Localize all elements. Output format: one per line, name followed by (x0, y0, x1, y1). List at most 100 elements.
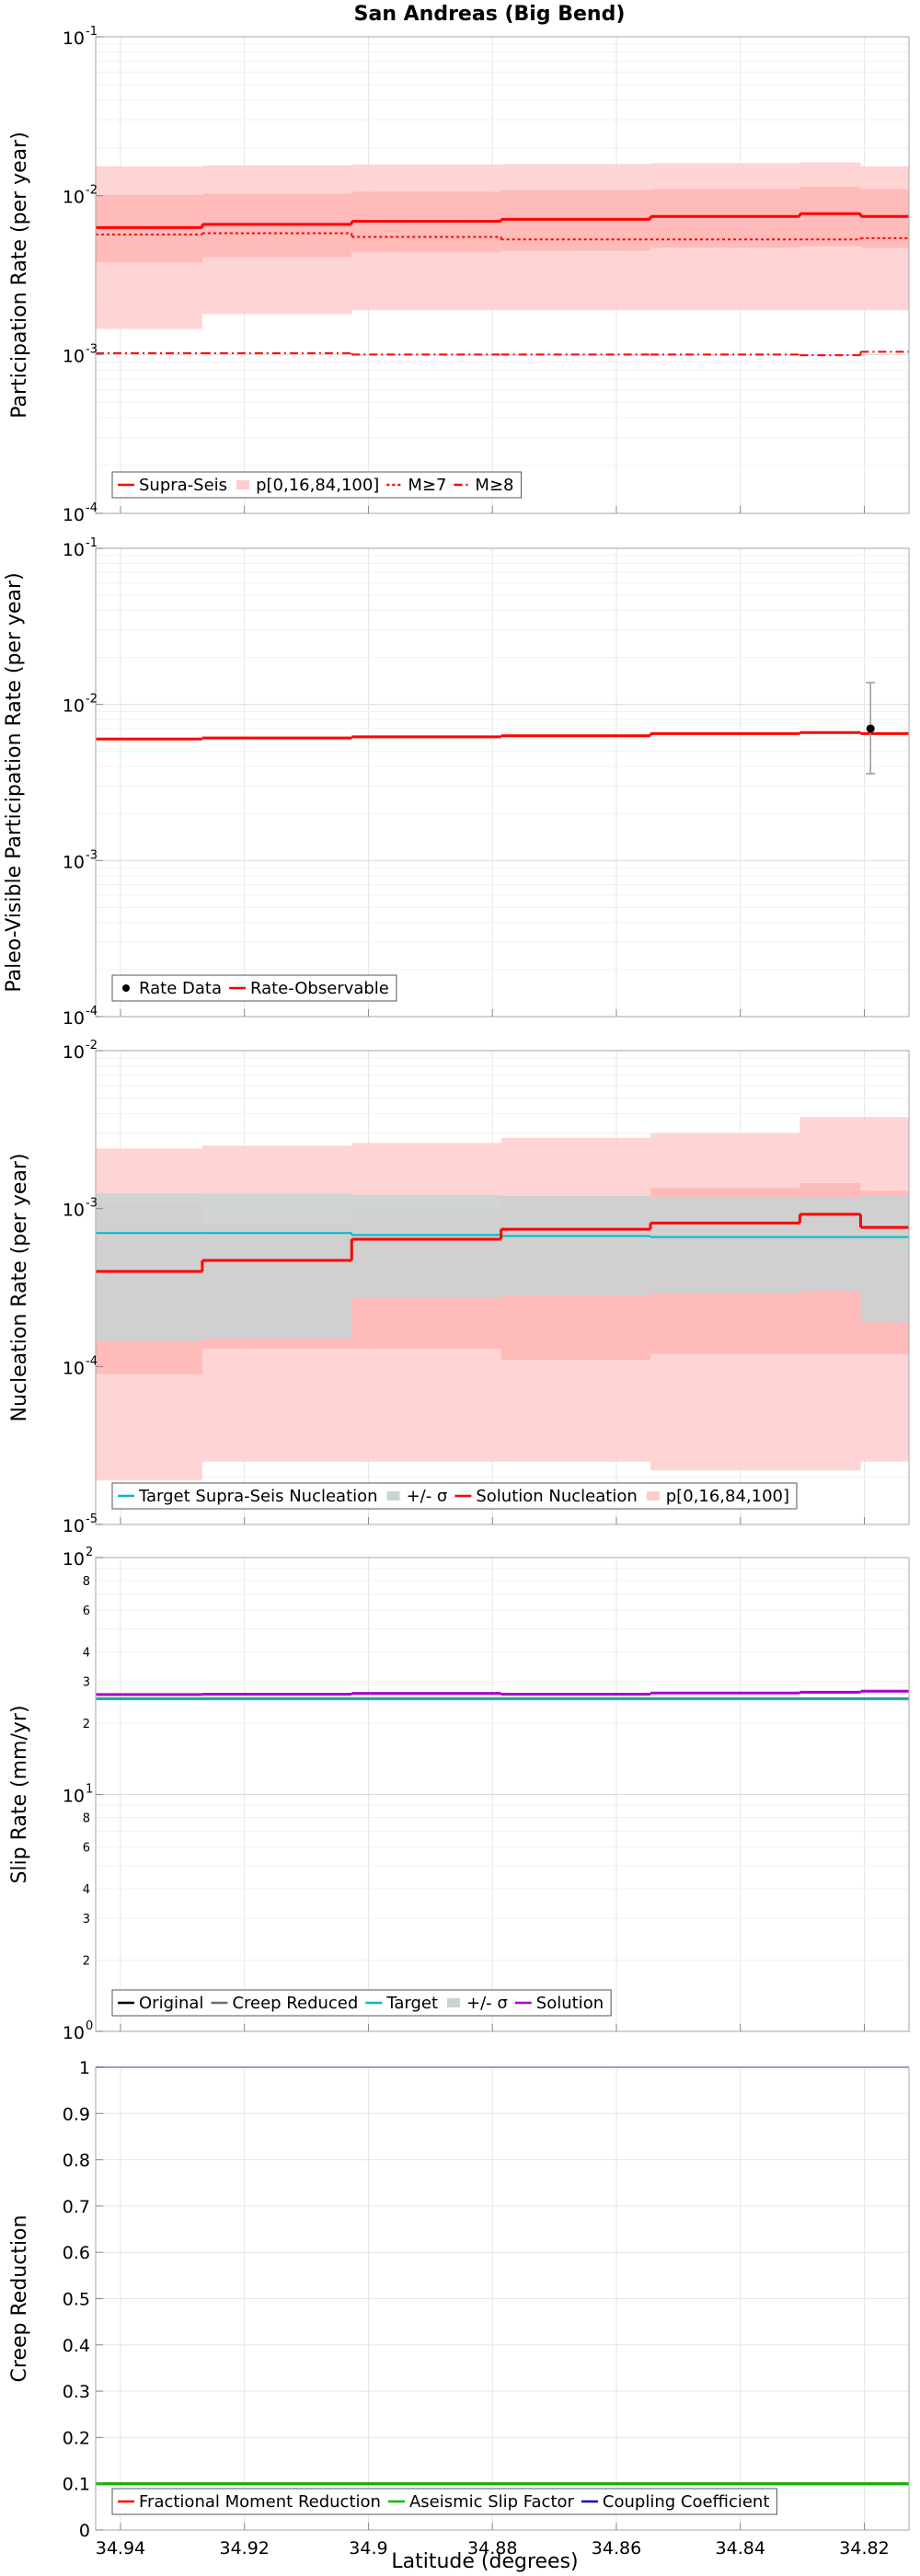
y-tick-exponent: -3 (86, 1197, 98, 1211)
legend-label: Rate Data (139, 979, 222, 998)
x-tick-label: 34.86 (592, 2538, 641, 2559)
y-tick-exponent: -2 (86, 184, 98, 198)
y-tick-label: 10 (63, 2023, 85, 2043)
y-tick-label: 0.2 (63, 2428, 90, 2448)
grid (96, 548, 909, 1018)
legend-label: Coupling Coefficient (603, 2492, 769, 2512)
legend-label: Fractional Moment Reduction (139, 2492, 381, 2512)
legend-swatch (386, 1491, 400, 1501)
plot-area (96, 548, 909, 1017)
y-tick-exponent: -1 (86, 536, 98, 550)
y-tick-exponent: -1 (86, 25, 98, 39)
x-axis-label: Latitude (degrees) (391, 2550, 578, 2573)
y-minor-tick-label: 3 (83, 1913, 90, 1926)
y-tick-label: 0.4 (63, 2336, 90, 2356)
legend: Supra-Seis p[0,16,84,100] M≥7 M≥8 (111, 471, 522, 499)
legend: Original Creep Reduced Target +/- σ Solution (111, 1989, 612, 2017)
sigma-band (96, 1193, 202, 1341)
legend-swatch (122, 984, 130, 992)
y-tick-label: 0.8 (63, 2151, 90, 2171)
y-tick-label: 10 (63, 1358, 85, 1378)
y-tick-exponent: -3 (86, 342, 98, 356)
y-tick-exponent: -4 (86, 501, 98, 515)
y-tick-label: 0.1 (63, 2475, 90, 2495)
x-tick-label: 34.92 (220, 2538, 270, 2559)
y-tick-exponent: -2 (86, 1039, 98, 1052)
y-tick-label: 10 (63, 346, 85, 366)
x-tick-label: 34.88 (467, 2538, 517, 2559)
legend-label: M≥8 (475, 476, 513, 495)
y-tick-label: 10 (63, 1042, 85, 1063)
legend: Fractional Moment Reduction Aseismic Slip… (111, 2488, 777, 2515)
rate-data-point (866, 724, 875, 733)
plot-border (95, 547, 910, 1018)
y-tick-exponent: 1 (86, 1783, 93, 1797)
legend-label: p[0,16,84,100] (666, 1487, 789, 1506)
legend-label: Aseismic Slip Factor (409, 2492, 575, 2512)
y-tick-label: 10 (63, 29, 85, 49)
y-axis-label: Participation Rate (per year) (8, 132, 31, 419)
y-tick-label: 10 (63, 188, 85, 208)
sigma-band (500, 1196, 651, 1296)
legend-box (111, 2488, 777, 2515)
y-tick-label: 10 (63, 696, 85, 717)
band-p16-p84 (650, 189, 800, 248)
y-minor-tick-label: 8 (83, 1575, 90, 1589)
y-minor-tick-label: 6 (83, 1604, 90, 1618)
y-tick-label: 10 (63, 852, 85, 872)
sigma-band (351, 1194, 501, 1299)
y-tick-label: 0.7 (63, 2197, 90, 2217)
y-tick-label: 10 (63, 1787, 85, 1807)
y-minor-tick-label: 8 (83, 1811, 90, 1825)
legend-label: M≥7 (408, 476, 446, 495)
y-tick-label: 10 (63, 540, 85, 560)
y-minor-tick-label: 2 (83, 1718, 90, 1731)
legend-label: Original (139, 1994, 203, 2013)
y-minor-tick-label: 4 (83, 1646, 90, 1660)
y-tick-label: 0.9 (63, 2104, 90, 2124)
legend-label: Solution (536, 1994, 604, 2013)
plot-border (95, 1050, 910, 1525)
legend-label: Target Supra-Seis Nucleation (138, 1487, 378, 1506)
legend-label: Supra-Seis (139, 476, 227, 495)
sigma-band (650, 1197, 800, 1294)
legend-swatch (236, 480, 250, 489)
y-tick-label: 0 (79, 2521, 90, 2541)
y-tick-label: 0.3 (63, 2382, 90, 2402)
y-axis-label: Paleo-Visible Participation Rate (per ye… (3, 572, 26, 992)
y-tick-exponent: 2 (86, 1546, 93, 1559)
y-tick-label: 1 (79, 2058, 90, 2078)
legend: Target Supra-Seis Nucleation +/- σ Solutio… (111, 1482, 798, 1510)
plot-border (95, 36, 910, 514)
y-minor-tick-label: 2 (83, 1954, 90, 1968)
y-tick-exponent: -2 (86, 693, 98, 707)
y-tick-exponent: -4 (86, 1354, 98, 1368)
y-axis-label: Nucleation Rate (per year) (8, 1154, 31, 1422)
sigma-band (201, 1193, 352, 1340)
y-tick-label: 10 (63, 1516, 85, 1536)
legend-box (111, 1482, 798, 1510)
panel-5: 0 0.1 0.2 0.3 0.4 0.5 0.6 0.7 0.8 0.9 1 34.94 34.92 3… (8, 2058, 910, 2559)
y-tick-exponent: 0 (86, 2019, 93, 2033)
legend-box (111, 471, 522, 499)
y-tick-exponent: -5 (86, 1512, 98, 1526)
legend-label: p[0,16,84,100] (256, 476, 379, 495)
legend-label: Solution Nucleation (476, 1487, 637, 1506)
grid (96, 2066, 909, 2531)
y-minor-tick-label: 6 (83, 1842, 90, 1856)
x-tick-label: 34.9 (349, 2538, 387, 2559)
legend-swatch (447, 1998, 460, 2007)
chart-title: San Andreas (Big Bend) (354, 3, 626, 26)
y-tick-exponent: -3 (86, 848, 98, 862)
sigma-band (860, 1194, 909, 1323)
legend-label: Creep Reduced (232, 1994, 358, 2013)
x-tick-label: 34.82 (839, 2538, 889, 2559)
band-p16-p84 (799, 186, 861, 247)
y-tick-label: 10 (63, 1008, 85, 1029)
